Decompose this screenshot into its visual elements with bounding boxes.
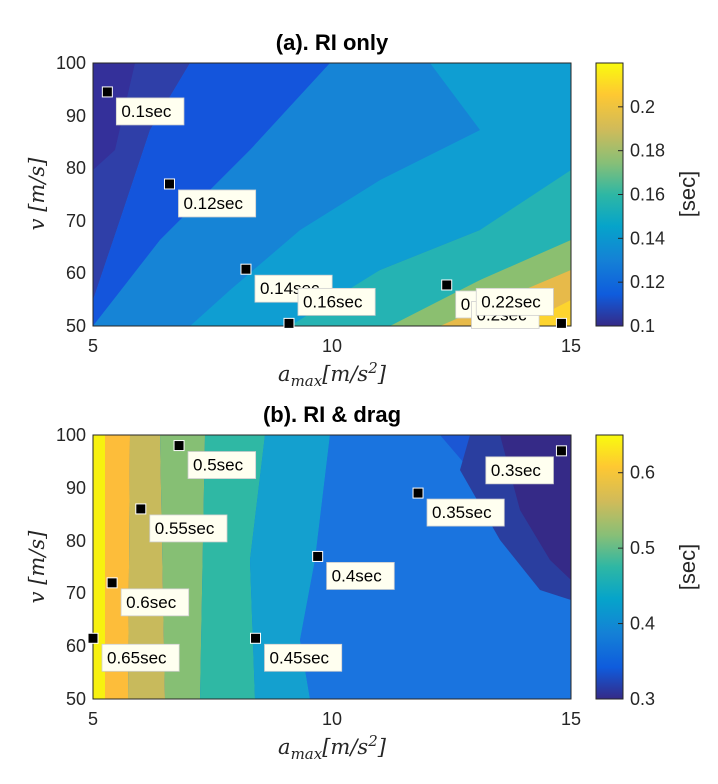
y-tick-label: 90 [66, 478, 86, 498]
marker-label-box [475, 287, 554, 316]
marker-label-box [120, 588, 190, 617]
marker-label: 0.35sec [432, 503, 492, 522]
y-tick-label: 100 [56, 425, 86, 445]
marker-label: 0.5sec [193, 456, 244, 475]
marker-label: 0.12sec [183, 194, 243, 213]
colorbar-tick-label: 0.4 [630, 614, 655, 634]
marker-label-box [297, 287, 376, 316]
y-tick-label: 70 [66, 211, 86, 231]
marker-label-box [101, 643, 180, 672]
marker-label-box [264, 643, 343, 672]
panel-b-y-axis-label: v [m/s] [25, 530, 49, 603]
colorbar-tick-label: 0.3 [630, 689, 655, 709]
colorbar-b [595, 434, 624, 700]
panel-a-title: (a). RI only [276, 30, 389, 55]
colorbar-tick-label: 0.5 [630, 538, 655, 558]
y-tick-label: 60 [66, 636, 86, 656]
marker-label: 0.45sec [270, 648, 330, 667]
x-tick-label: 15 [561, 709, 581, 729]
data-marker [441, 279, 453, 291]
panel-b: (b). RI & drag 50 60 70 80 90 100 5 10 [25, 402, 700, 763]
marker-label: 0.16sec [303, 292, 363, 311]
marker-label: 0.4sec [332, 566, 383, 585]
data-marker [555, 445, 567, 457]
data-marker [173, 440, 185, 452]
marker-label-box [178, 189, 257, 218]
colorbar-tick-label: 0.6 [630, 463, 655, 483]
y-tick-label: 90 [66, 106, 86, 126]
marker-label-box [326, 562, 395, 590]
panel-a-markers: 0.1sec0.12sec0.14sec0.16sec0.18sec0.2sec… [101, 86, 567, 329]
data-marker [412, 487, 424, 499]
data-marker [101, 86, 113, 98]
x-tick-label: 5 [88, 336, 98, 356]
marker-label: 0.6sec [126, 593, 177, 612]
y-tick-label: 50 [66, 316, 86, 336]
data-marker [163, 178, 175, 190]
panel-b-x-ticks: 5 10 15 [88, 709, 581, 729]
y-tick-label: 80 [66, 158, 86, 178]
colorbar-tick-label: 0.14 [630, 228, 665, 248]
x-tick-label: 5 [88, 709, 98, 729]
data-marker [135, 503, 147, 515]
panel-a: (a). RI only 50 60 70 80 90 100 5 10 15 [25, 30, 700, 390]
y-tick-label: 70 [66, 583, 86, 603]
colorbar-tick-label: 0.18 [630, 141, 665, 161]
colorbar-b-label: [sec] [675, 544, 700, 590]
y-tick-label: 50 [66, 689, 86, 709]
colorbar-tick-label: 0.12 [630, 272, 665, 292]
marker-label-box [187, 451, 257, 479]
marker-label-box [485, 456, 554, 485]
data-marker [555, 317, 567, 329]
marker-label: 0.1sec [121, 102, 172, 121]
marker-label: 0.22sec [481, 292, 541, 311]
panel-b-colorbar: 0.3 0.4 0.5 0.6 [sec] [595, 434, 700, 709]
panel-b-x-axis-label: amax[m/s2] [278, 732, 387, 763]
marker-label: 0.55sec [155, 519, 215, 538]
data-marker [240, 263, 252, 275]
x-tick-label: 15 [561, 336, 581, 356]
marker-label: 0.65sec [107, 648, 167, 667]
marker-label-box [149, 514, 228, 543]
data-marker [312, 550, 324, 562]
panel-b-axes-box [92, 434, 572, 700]
colorbar-tick-label: 0.2 [630, 97, 655, 117]
x-tick-label: 10 [322, 336, 342, 356]
panel-a-y-axis-label: v [m/s] [25, 157, 49, 230]
panel-b-y-ticks: 50 60 70 80 90 100 [56, 425, 86, 709]
colorbar-a-label: [sec] [675, 171, 700, 217]
panel-a-x-axis-label: amax[m/s2] [278, 359, 387, 390]
colorbar-tick-label: 0.16 [630, 185, 665, 205]
panel-a-y-ticks: 50 60 70 80 90 100 [56, 53, 86, 336]
data-marker [87, 632, 99, 644]
panel-a-colorbar: 0.1 0.12 0.14 0.16 0.18 0.2 [sec] [595, 62, 700, 336]
y-tick-label: 80 [66, 531, 86, 551]
panel-b-title: (b). RI & drag [263, 402, 401, 427]
x-tick-label: 10 [322, 709, 342, 729]
marker-label-box [115, 97, 185, 126]
panel-b-markers: 0.5sec 0.3sec 0.55sec 0.35sec 0.4sec 0.6sec 0.… [87, 440, 567, 672]
panel-a-x-ticks: 5 10 15 [88, 336, 581, 356]
data-marker [283, 317, 295, 329]
marker-label-box [426, 498, 505, 527]
y-tick-label: 100 [56, 53, 86, 73]
panel-a-axes-box [92, 62, 572, 327]
y-tick-label: 60 [66, 263, 86, 283]
data-marker [106, 577, 118, 589]
panel-a-heatmap [93, 63, 571, 326]
data-marker [250, 632, 262, 644]
marker-label: 0.3sec [491, 461, 542, 480]
colorbar-tick-label: 0.1 [630, 316, 655, 336]
